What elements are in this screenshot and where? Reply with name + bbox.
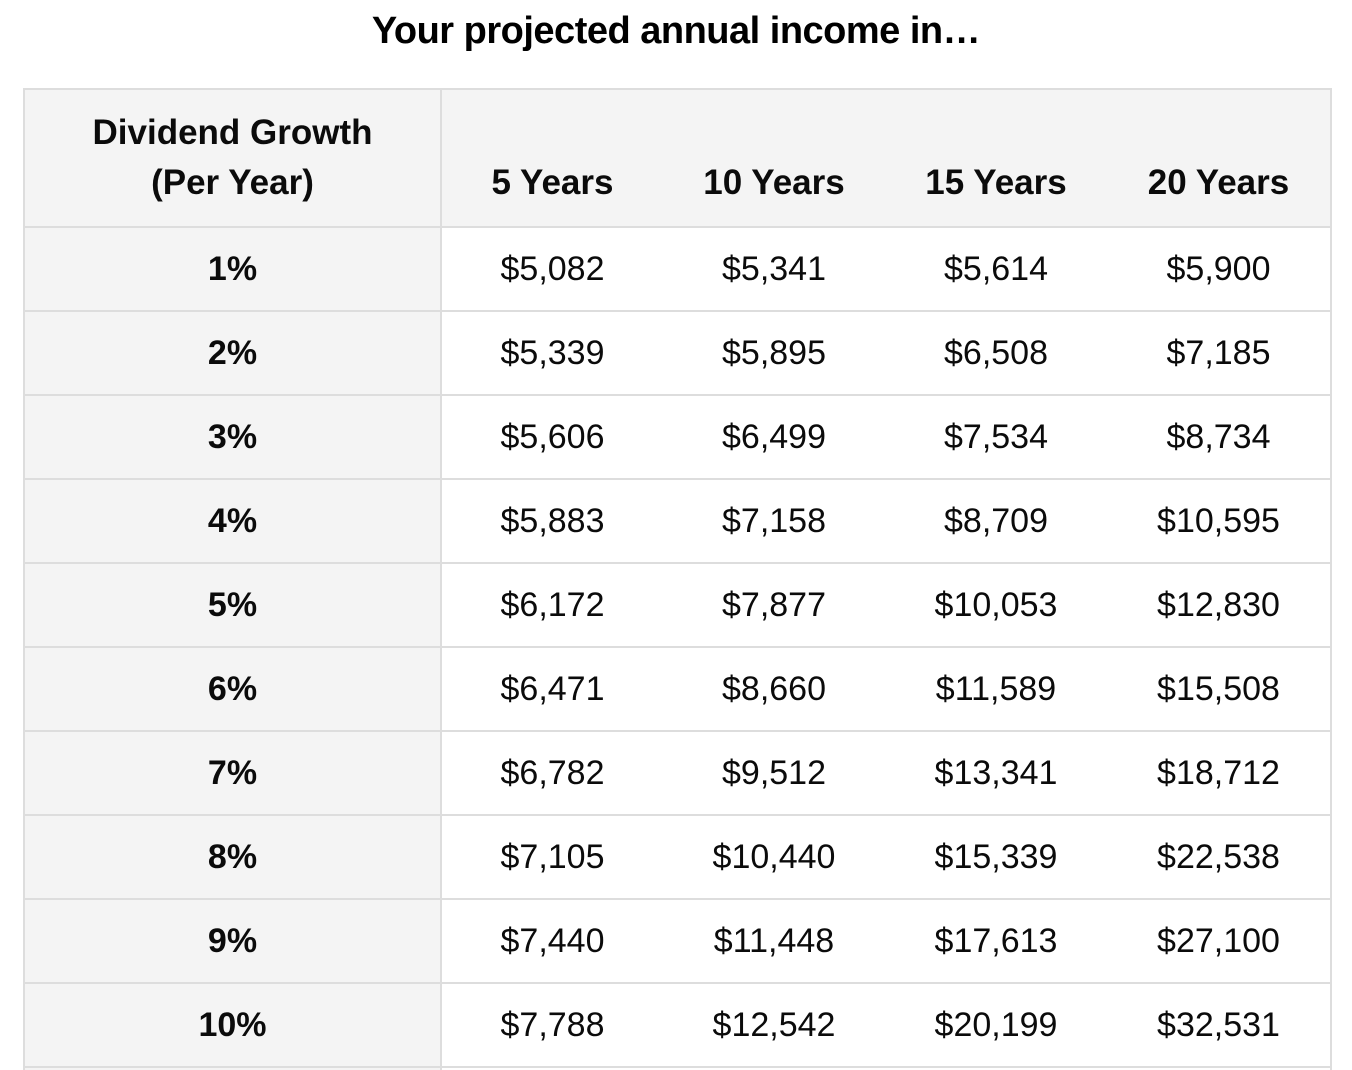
income-value-cell: $22,538 [1107, 813, 1331, 899]
income-value-cell: $7,158 [663, 477, 885, 563]
income-value-cell: $5,339 [441, 309, 663, 395]
growth-rate-cell: 6% [24, 645, 442, 731]
page-title: Your projected annual income in… [371, 10, 981, 52]
income-value-cell: $13,341 [885, 729, 1107, 815]
growth-rate-cell: 10% [24, 981, 442, 1067]
growth-rate-cell: 2% [24, 309, 442, 395]
growth-rate-cell: 1% [24, 225, 442, 311]
income-value-cell: $7,788 [441, 981, 663, 1067]
income-value-cell: $9,512 [663, 729, 885, 815]
income-value-cell: $6,508 [885, 309, 1107, 395]
table-row: 4% $5,883 $7,158 $8,709 $10,595 [24, 477, 1331, 563]
projected-income-table: Dividend Growth (Per Year) 5 Years 10 Ye… [23, 87, 1332, 1070]
growth-rate-cell: 5% [24, 561, 442, 647]
income-value-cell: $7,185 [1107, 309, 1331, 395]
growth-rate-cell: 8% [24, 813, 442, 899]
growth-rate-cell: 4% [24, 477, 442, 563]
income-value-cell: $10,440 [663, 813, 885, 899]
income-value-cell: $7,440 [441, 897, 663, 983]
income-value-cell: $5,883 [441, 477, 663, 563]
income-value-cell: $5,606 [441, 393, 663, 479]
table-row: 6% $6,471 $8,660 $11,589 $15,508 [24, 645, 1331, 731]
income-value-cell: $11,589 [885, 645, 1107, 731]
table-body: 1% $5,082 $5,341 $5,614 $5,900 2% $5,339 $5,895… [24, 225, 1331, 1067]
income-value-cell: $10,595 [1107, 477, 1331, 563]
table-row-partial [24, 1065, 1331, 1070]
growth-rate-cell: 3% [24, 393, 442, 479]
table-row: 3% $5,606 $6,499 $7,534 $8,734 [24, 393, 1331, 479]
table-row: 9% $7,440 $11,448 $17,613 $27,100 [24, 897, 1331, 983]
income-value-cell: $17,613 [885, 897, 1107, 983]
growth-rate-cell: 9% [24, 897, 442, 983]
income-value-cell: $6,172 [441, 561, 663, 647]
column-header-20-years: 20 Years [1107, 87, 1331, 227]
table-row: 8% $7,105 $10,440 $15,339 $22,538 [24, 813, 1331, 899]
dividend-growth-header-line2: (Per Year) [151, 162, 314, 202]
income-value-cell: $7,105 [441, 813, 663, 899]
income-value-cell: $15,508 [1107, 645, 1331, 731]
income-value-cell: $27,100 [1107, 897, 1331, 983]
income-value-cell: $5,614 [885, 225, 1107, 311]
income-value-cell [1107, 1065, 1331, 1070]
column-header-15-years: 15 Years [885, 87, 1107, 227]
growth-rate-cell: 7% [24, 729, 442, 815]
growth-rate-cell [24, 1065, 442, 1070]
income-value-cell: $7,534 [885, 393, 1107, 479]
column-header-10-years: 10 Years [663, 87, 885, 227]
income-value-cell: $6,499 [663, 393, 885, 479]
income-value-cell [441, 1065, 663, 1070]
table-row: 1% $5,082 $5,341 $5,614 $5,900 [24, 225, 1331, 311]
income-value-cell: $6,471 [441, 645, 663, 731]
income-value-cell [885, 1065, 1107, 1070]
table-row: 7% $6,782 $9,512 $13,341 $18,712 [24, 729, 1331, 815]
income-value-cell: $32,531 [1107, 981, 1331, 1067]
column-header-dividend-growth: Dividend Growth (Per Year) [24, 87, 442, 227]
income-value-cell: $5,895 [663, 309, 885, 395]
income-value-cell: $5,341 [663, 225, 885, 311]
income-value-cell: $8,660 [663, 645, 885, 731]
income-value-cell: $12,830 [1107, 561, 1331, 647]
income-value-cell: $12,542 [663, 981, 885, 1067]
column-header-5-years: 5 Years [441, 87, 663, 227]
income-value-cell [663, 1065, 885, 1070]
income-value-cell: $5,900 [1107, 225, 1331, 311]
income-value-cell: $20,199 [885, 981, 1107, 1067]
income-value-cell: $15,339 [885, 813, 1107, 899]
income-value-cell: $11,448 [663, 897, 885, 983]
income-value-cell: $5,082 [441, 225, 663, 311]
header-row: Dividend Growth (Per Year) 5 Years 10 Ye… [24, 87, 1331, 227]
income-value-cell: $7,877 [663, 561, 885, 647]
table-row: 10% $7,788 $12,542 $20,199 $32,531 [24, 981, 1331, 1067]
income-value-cell: $10,053 [885, 561, 1107, 647]
income-value-cell: $8,709 [885, 477, 1107, 563]
income-value-cell: $6,782 [441, 729, 663, 815]
income-value-cell: $18,712 [1107, 729, 1331, 815]
income-value-cell: $8,734 [1107, 393, 1331, 479]
table-row: 5% $6,172 $7,877 $10,053 $12,830 [24, 561, 1331, 647]
table-row: 2% $5,339 $5,895 $6,508 $7,185 [24, 309, 1331, 395]
dividend-growth-header-line1: Dividend Growth [92, 112, 373, 152]
